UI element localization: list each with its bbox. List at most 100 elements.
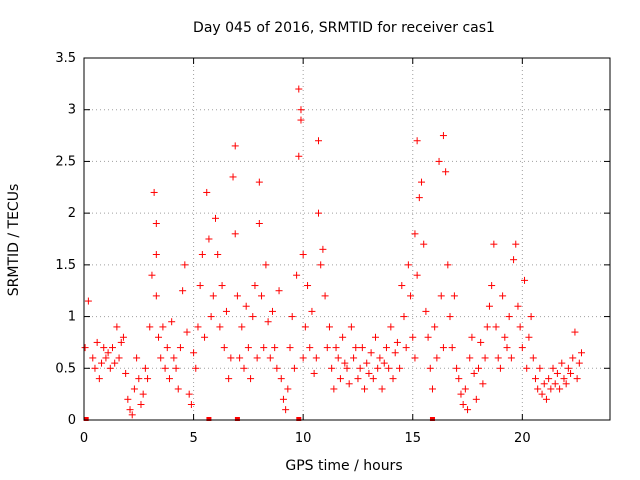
data-point bbox=[514, 302, 522, 310]
data-point bbox=[367, 349, 375, 357]
data-point bbox=[534, 385, 542, 393]
data-point bbox=[378, 385, 386, 393]
data-point bbox=[531, 375, 539, 383]
data-point bbox=[398, 282, 406, 290]
data-point bbox=[402, 344, 410, 352]
data-point bbox=[516, 323, 524, 331]
data-point bbox=[393, 338, 401, 346]
data-point bbox=[560, 375, 568, 383]
data-point bbox=[578, 349, 586, 357]
data-point bbox=[499, 292, 507, 300]
data-point bbox=[135, 375, 143, 383]
data-point bbox=[271, 344, 279, 352]
baseline-point bbox=[83, 417, 89, 421]
data-point bbox=[536, 364, 544, 372]
data-point bbox=[306, 344, 314, 352]
data-point bbox=[494, 354, 502, 362]
data-point bbox=[146, 323, 154, 331]
data-point bbox=[264, 318, 272, 326]
data-point bbox=[431, 323, 439, 331]
data-point bbox=[126, 406, 134, 414]
data-point bbox=[93, 338, 101, 346]
data-point bbox=[496, 364, 504, 372]
data-point bbox=[369, 375, 377, 383]
data-point bbox=[457, 390, 465, 398]
data-point bbox=[111, 359, 119, 367]
data-point bbox=[424, 333, 432, 341]
data-point bbox=[236, 354, 244, 362]
data-point bbox=[542, 395, 550, 403]
data-point bbox=[113, 323, 121, 331]
data-point bbox=[339, 333, 347, 341]
data-point bbox=[201, 333, 209, 341]
data-point bbox=[317, 261, 325, 269]
data-point bbox=[575, 359, 583, 367]
data-point bbox=[299, 354, 307, 362]
data-point bbox=[470, 369, 478, 377]
data-point bbox=[475, 364, 482, 372]
data-point bbox=[564, 364, 572, 372]
data-point bbox=[168, 318, 176, 326]
data-point bbox=[304, 282, 312, 290]
grid bbox=[84, 58, 610, 420]
data-point bbox=[396, 364, 404, 372]
data-point bbox=[547, 385, 555, 393]
data-point bbox=[286, 344, 294, 352]
data-point bbox=[510, 256, 518, 264]
data-point bbox=[418, 178, 426, 186]
y-tick-label: 3.5 bbox=[55, 51, 76, 66]
data-point bbox=[299, 251, 307, 259]
data-point bbox=[323, 344, 331, 352]
data-point bbox=[319, 245, 327, 253]
data-point bbox=[455, 375, 463, 383]
data-point bbox=[380, 359, 388, 367]
data-point bbox=[407, 292, 415, 300]
data-point bbox=[106, 364, 114, 372]
data-point bbox=[277, 375, 285, 383]
data-point bbox=[347, 323, 355, 331]
data-point bbox=[181, 261, 189, 269]
data-point bbox=[117, 338, 125, 346]
data-point bbox=[133, 354, 141, 362]
data-point bbox=[459, 400, 467, 408]
data-point bbox=[545, 375, 553, 383]
data-point bbox=[435, 157, 443, 165]
data-point bbox=[255, 178, 263, 186]
data-point bbox=[569, 354, 577, 362]
data-point bbox=[527, 313, 535, 321]
data-point bbox=[413, 137, 421, 145]
data-point bbox=[325, 323, 333, 331]
data-point bbox=[231, 230, 239, 238]
data-point bbox=[512, 240, 520, 248]
data-point bbox=[540, 380, 548, 388]
data-point bbox=[190, 349, 198, 357]
data-point bbox=[365, 369, 373, 377]
data-point bbox=[205, 235, 213, 243]
data-point bbox=[363, 359, 371, 367]
data-point bbox=[98, 359, 106, 367]
x-tick-label: 5 bbox=[189, 431, 197, 446]
data-point bbox=[413, 271, 421, 279]
data-point bbox=[404, 261, 412, 269]
data-point bbox=[81, 344, 89, 352]
data-point bbox=[161, 364, 169, 372]
data-point bbox=[371, 333, 379, 341]
x-tick-label: 0 bbox=[80, 431, 88, 446]
data-point bbox=[437, 292, 445, 300]
data-point bbox=[268, 307, 276, 315]
data-point bbox=[185, 390, 193, 398]
data-point bbox=[503, 344, 511, 352]
data-point bbox=[227, 354, 235, 362]
data-point bbox=[266, 354, 274, 362]
y-tick-label: 1 bbox=[68, 310, 76, 325]
data-point bbox=[152, 219, 160, 227]
data-point bbox=[187, 400, 195, 408]
data-point bbox=[374, 364, 382, 372]
x-tick-label: 20 bbox=[514, 431, 531, 446]
y-tick-label: 0 bbox=[68, 413, 76, 428]
data-point bbox=[247, 375, 255, 383]
chart-title: Day 045 of 2016, SRMTID for receiver cas… bbox=[193, 20, 495, 36]
data-point bbox=[198, 251, 206, 259]
data-point bbox=[334, 354, 342, 362]
